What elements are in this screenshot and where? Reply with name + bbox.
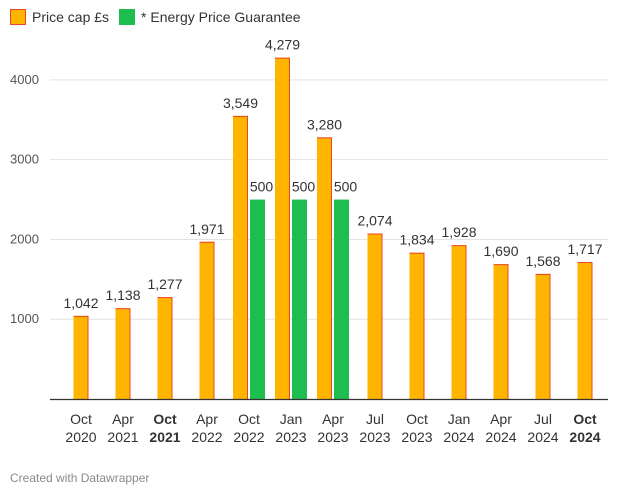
data-label-epg: 500 bbox=[250, 179, 274, 195]
bar-price-cap bbox=[73, 315, 89, 399]
x-tick-label-month: Jan bbox=[280, 411, 303, 427]
x-tick-label-month: Apr bbox=[112, 411, 134, 427]
x-tick-label-year: 2022 bbox=[233, 429, 264, 445]
data-label-price-cap: 4,279 bbox=[265, 37, 300, 53]
y-tick-label: 3000 bbox=[10, 152, 39, 167]
data-label-price-cap: 1,834 bbox=[399, 232, 434, 248]
y-tick-label: 2000 bbox=[10, 231, 39, 246]
data-label-price-cap: 3,549 bbox=[223, 95, 258, 111]
bar-price-cap bbox=[317, 137, 332, 399]
data-label-price-cap: 3,280 bbox=[307, 116, 342, 132]
legend: Price cap £s * Energy Price Guarantee bbox=[10, 9, 301, 25]
data-label-price-cap: 2,074 bbox=[357, 213, 392, 229]
x-tick-label-year: 2024 bbox=[527, 429, 558, 445]
bar-price-cap bbox=[535, 273, 551, 399]
x-tick-label-month: Jul bbox=[366, 411, 384, 427]
bar-price-cap bbox=[367, 233, 383, 399]
x-tick-label-month: Apr bbox=[490, 411, 512, 427]
x-tick-label-year: 2021 bbox=[107, 429, 138, 445]
x-tick-label-year: 2020 bbox=[65, 429, 96, 445]
bar-price-cap bbox=[577, 262, 593, 399]
data-label-price-cap: 1,042 bbox=[63, 295, 98, 311]
bar-epg bbox=[292, 199, 307, 399]
data-label-price-cap: 1,928 bbox=[441, 224, 476, 240]
legend-swatch-price-cap bbox=[10, 9, 26, 25]
bar-price-cap bbox=[157, 297, 173, 399]
x-tick-label-year: 2022 bbox=[191, 429, 222, 445]
x-tick-label-month: Oct bbox=[153, 411, 177, 427]
x-tick-label-month: Apr bbox=[196, 411, 218, 427]
x-tick-label-month: Oct bbox=[70, 411, 92, 427]
bar-price-cap bbox=[493, 264, 509, 399]
x-tick-label-year: 2023 bbox=[359, 429, 390, 445]
bar-price-cap bbox=[233, 115, 248, 399]
bar-epg bbox=[334, 199, 349, 399]
data-label-price-cap: 1,568 bbox=[525, 253, 560, 269]
x-tick-label-year: 2024 bbox=[569, 429, 600, 445]
x-tick-label-year: 2023 bbox=[275, 429, 306, 445]
x-tick-label-year: 2024 bbox=[485, 429, 516, 445]
x-tick-label-year: 2021 bbox=[149, 429, 180, 445]
credit-text[interactable]: Created with Datawrapper bbox=[10, 471, 150, 485]
legend-item-price-cap: Price cap £s bbox=[10, 9, 109, 25]
bar-chart: 1000 2000 3000 4000 1,042 Oct 2020 1,138 Apr 2021… bbox=[10, 37, 608, 445]
x-tick-label-month: Jul bbox=[534, 411, 552, 427]
legend-label-price-cap: Price cap £s bbox=[32, 9, 110, 25]
x-tick-label-month: Apr bbox=[322, 411, 344, 427]
x-tick-label-month: Jan bbox=[448, 411, 471, 427]
y-tick-label: 1000 bbox=[10, 311, 39, 326]
x-tick-label-year: 2023 bbox=[317, 429, 348, 445]
x-tick-label-year: 2023 bbox=[401, 429, 432, 445]
bar-price-cap bbox=[409, 252, 425, 399]
bar-price-cap bbox=[451, 245, 467, 399]
y-tick-label: 4000 bbox=[10, 72, 39, 87]
bar-price-cap bbox=[115, 308, 131, 399]
x-tick-label-month: Oct bbox=[406, 411, 428, 427]
x-tick-label-month: Oct bbox=[573, 411, 597, 427]
x-tick-label-year: 2024 bbox=[443, 429, 474, 445]
data-label-price-cap: 1,690 bbox=[483, 243, 518, 259]
data-label-price-cap: 1,277 bbox=[147, 276, 182, 292]
x-tick-label-month: Oct bbox=[238, 411, 260, 427]
bar-price-cap bbox=[199, 241, 215, 399]
bar-price-cap bbox=[275, 57, 290, 400]
legend-swatch-epg bbox=[119, 9, 136, 25]
data-label-price-cap: 1,971 bbox=[189, 221, 224, 237]
bar-epg bbox=[250, 199, 265, 399]
data-label-price-cap: 1,138 bbox=[105, 287, 140, 303]
legend-label-epg: * Energy Price Guarantee bbox=[141, 9, 301, 25]
data-label-epg: 500 bbox=[292, 179, 316, 195]
data-label-price-cap: 1,717 bbox=[567, 241, 602, 257]
legend-item-epg: * Energy Price Guarantee bbox=[119, 9, 301, 25]
data-label-epg: 500 bbox=[334, 179, 358, 195]
